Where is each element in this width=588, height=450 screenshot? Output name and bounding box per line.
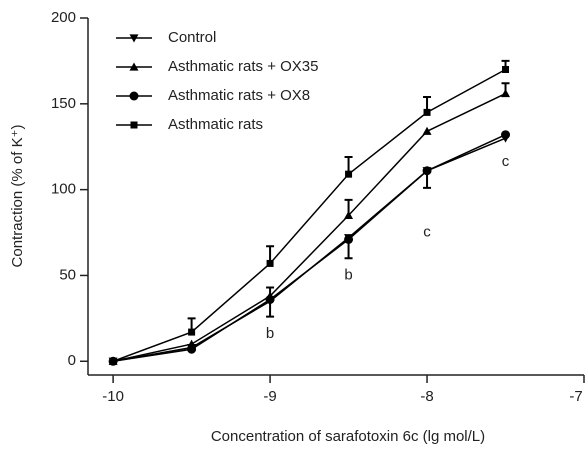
annotation: c <box>423 224 431 241</box>
marker <box>130 121 138 129</box>
x-tick-label: -7 <box>569 388 582 405</box>
marker <box>423 108 431 116</box>
y-tick-label: 0 <box>68 352 76 369</box>
x-axis-label: Concentration of sarafotoxin 6c (lg mol/… <box>211 428 485 445</box>
y-tick-label: 50 <box>59 266 76 283</box>
marker <box>266 259 274 267</box>
marker <box>345 170 353 178</box>
marker <box>109 357 117 365</box>
annotation: b <box>266 325 274 342</box>
x-tick-label: -8 <box>420 388 433 405</box>
marker <box>501 130 511 140</box>
marker <box>265 294 275 304</box>
legend-label: Control <box>168 29 216 46</box>
marker <box>502 65 510 73</box>
marker <box>129 62 139 71</box>
y-tick-label: 100 <box>51 181 76 198</box>
legend-label: Asthmatic rats + OX35 <box>168 58 318 75</box>
x-tick-label: -10 <box>102 388 124 405</box>
marker <box>422 126 432 135</box>
marker <box>129 34 139 43</box>
y-tick-label: 200 <box>51 9 76 26</box>
series-line <box>112 68 506 362</box>
annotation: b <box>344 266 352 283</box>
marker <box>187 344 197 354</box>
y-axis-label: Contraction (% of K⁺) <box>9 125 26 268</box>
legend-label: Asthmatic rats <box>168 116 263 133</box>
legend-label: Asthmatic rats + OX8 <box>168 87 310 104</box>
marker <box>344 210 354 219</box>
marker <box>344 234 354 244</box>
marker <box>501 89 511 98</box>
marker <box>129 91 139 101</box>
series-line <box>113 134 506 363</box>
y-tick-label: 150 <box>51 95 76 112</box>
marker <box>422 166 432 176</box>
annotation: c <box>502 153 510 170</box>
series-line <box>112 92 506 363</box>
marker <box>188 328 196 336</box>
series-line <box>112 137 506 363</box>
x-tick-label: -9 <box>263 388 276 405</box>
